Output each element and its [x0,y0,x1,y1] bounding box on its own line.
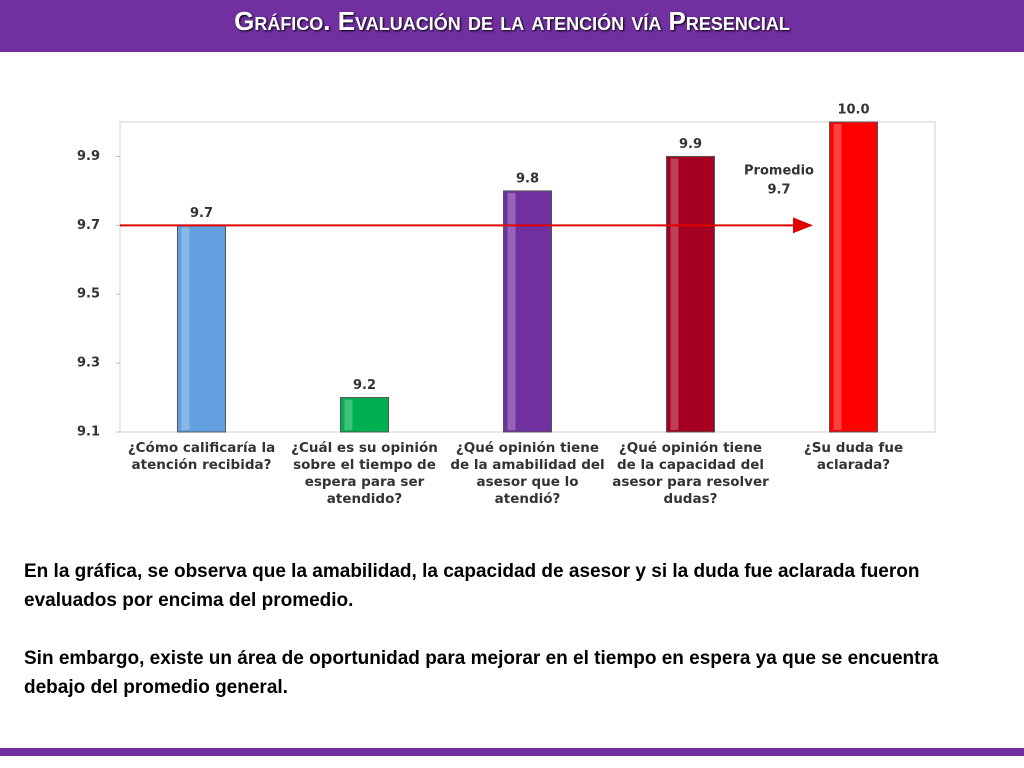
bar-highlight [507,192,516,430]
data-label: 10.0 [837,103,869,118]
x-tick-label: ¿Cómo calificaría la atención recibida? [127,440,276,473]
data-label: 9.2 [353,378,376,393]
y-tick-label: 9.1 [77,425,100,440]
x-tick-label: ¿Qué opinión tiene de la capacidad del a… [612,440,769,507]
x-tick-label: ¿Qué opinión tiene de la amabilidad del … [450,440,605,507]
y-tick-label: 9.7 [77,218,100,233]
slide-title: Gráfico. Evaluación de la atención vía P… [234,6,790,36]
bar-highlight [670,158,679,430]
bar-highlight [344,399,353,430]
bar [666,155,715,433]
average-label: Promedio [744,164,814,179]
y-tick-label: 9.9 [77,149,100,164]
y-tick-label: 9.3 [77,356,100,371]
bar [340,397,389,433]
x-tick-label: ¿Su duda fue aclarada? [803,440,904,473]
average-value: 9.7 [767,183,790,198]
x-tick-label: ¿Cuál es su opinión sobre el tiempo de e… [291,440,438,507]
data-label: 9.9 [679,137,702,152]
bar-highlight [181,227,190,430]
data-label: 9.7 [190,206,213,221]
chart: 9.1 9.3 9.5 9.7 9.9 9.7 9.2 9.8 9.9 10.0 Promedio 9… [77,103,936,440]
bottom-bar [0,748,1024,756]
data-label: 9.8 [516,171,539,186]
body-text: En la gráfica, se observa que la amabili… [24,557,1004,731]
bar [503,190,552,433]
y-tick-label: 9.5 [77,287,100,302]
bar [829,121,878,433]
paragraph: En la gráfica, se observa que la amabili… [24,561,920,611]
bar-highlight [833,124,842,430]
top-bar [0,0,1024,52]
paragraph: Sin embargo, existe un área de oportunid… [24,648,939,698]
